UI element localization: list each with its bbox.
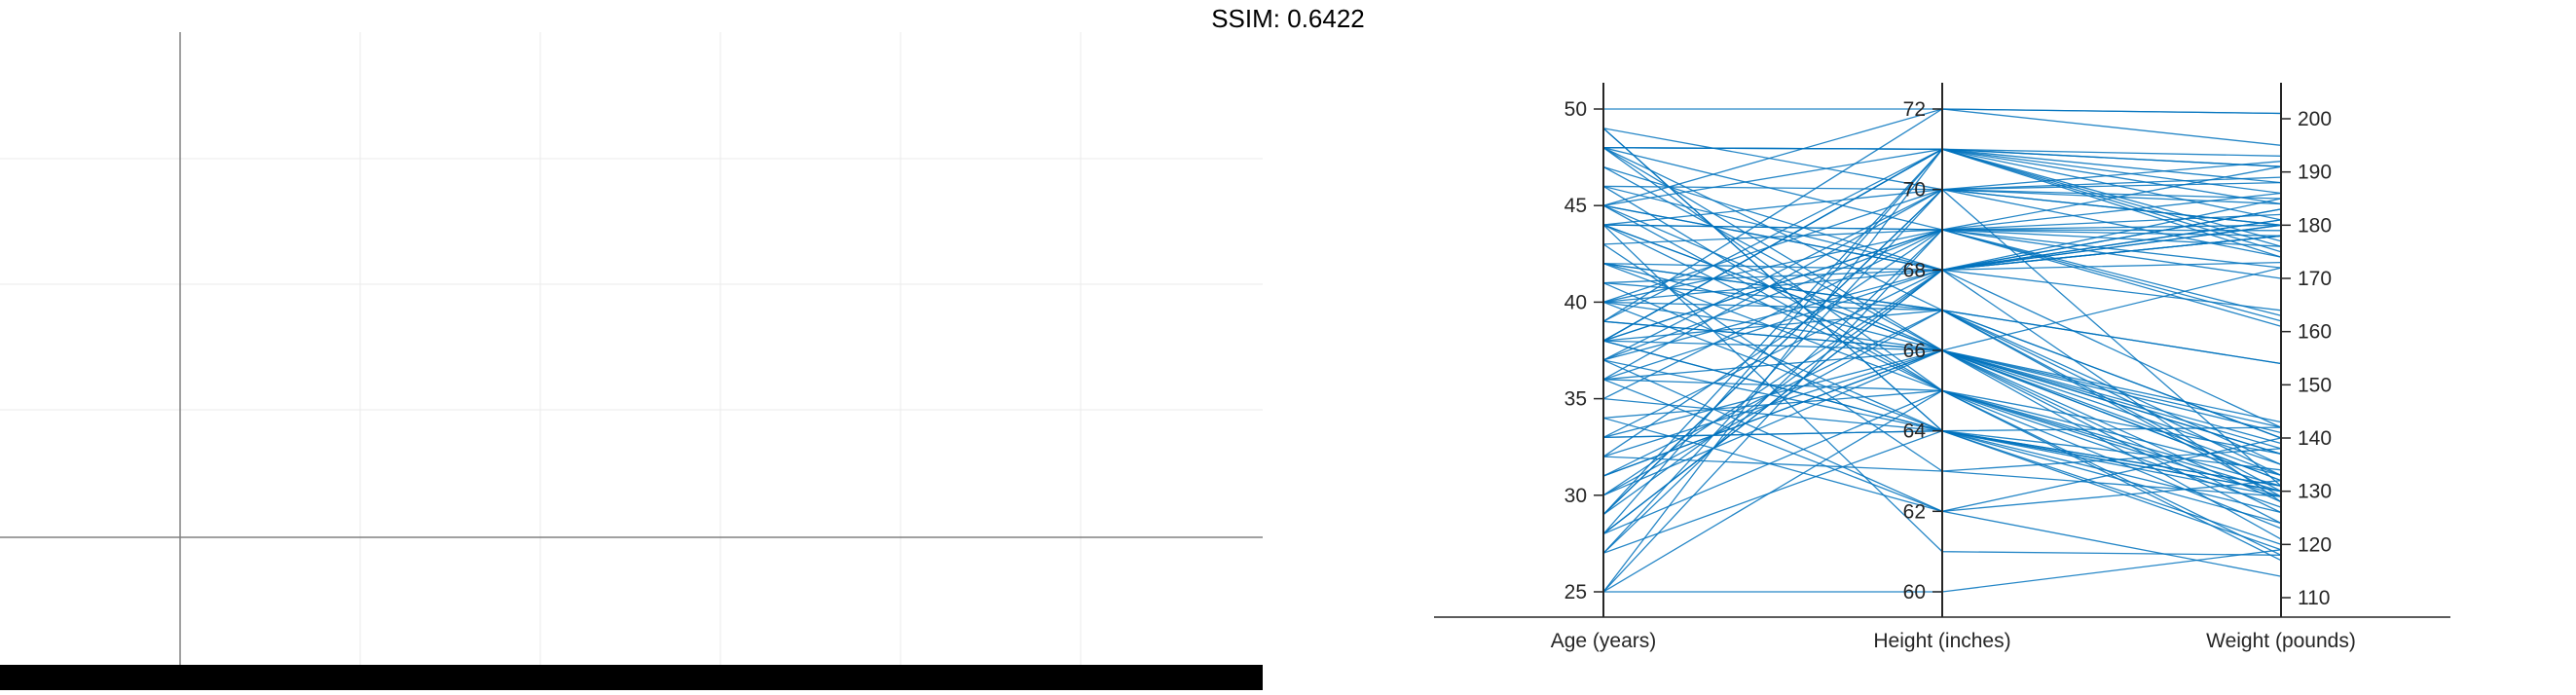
tick-label: 50 (1564, 98, 1587, 121)
tick-label: 180 (2298, 214, 2332, 237)
tick-label: 45 (1564, 195, 1587, 217)
tick-label: 190 (2298, 162, 2332, 184)
tick-label: 70 (1903, 179, 1926, 201)
tick-label: 120 (2298, 533, 2332, 556)
tick-label: 140 (2298, 427, 2332, 450)
tick-label: 110 (2298, 587, 2330, 609)
tick-label: 62 (1903, 500, 1926, 523)
tick-label: 160 (2298, 321, 2332, 344)
gridlines (0, 32, 1263, 665)
tick-label: 130 (2298, 481, 2332, 503)
tick-label: 60 (1903, 581, 1926, 604)
axis-label: Height (inches) (1873, 630, 2010, 652)
axis-label: Age (years) (1551, 630, 1657, 652)
tick-label: 35 (1564, 388, 1587, 411)
axis-label: Weight (pounds) (2206, 630, 2356, 652)
tick-label: 30 (1564, 485, 1587, 507)
tick-label: 72 (1903, 98, 1926, 121)
tick-label: 170 (2298, 268, 2332, 290)
black-bar (0, 665, 1263, 690)
tick-label: 66 (1903, 340, 1926, 362)
tick-label: 40 (1564, 291, 1587, 313)
chart-axes: 25 30 35 40 45 50 Age (years) 60 62 64 66 68 70 72 Hei… (1434, 83, 2450, 652)
tick-label: 150 (2298, 374, 2332, 396)
tick-label: 68 (1903, 259, 1926, 281)
page-title: SSIM: 0.6422 (1211, 4, 1365, 33)
empty-axes-panel (0, 0, 1263, 690)
empty-axes-svg (0, 32, 1263, 665)
tick-label: 25 (1564, 581, 1587, 604)
tick-label: 64 (1903, 421, 1927, 443)
tick-label: 200 (2298, 108, 2332, 130)
